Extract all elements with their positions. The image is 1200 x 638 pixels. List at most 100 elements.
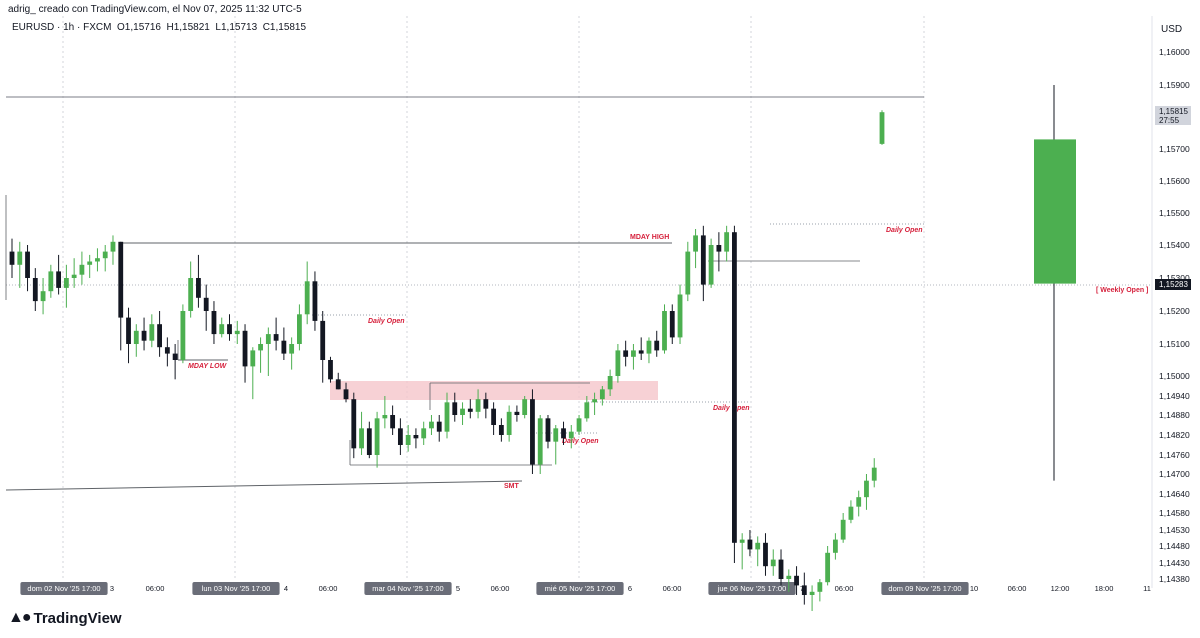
candle-body [242,330,248,367]
y-tick-label: 1,15200 [1159,306,1190,316]
candle [809,585,815,611]
candle [522,396,528,419]
countdown-label: 27:55 [1159,116,1180,125]
tradingview-logo[interactable]: ▲● TradingView [8,609,122,627]
candle [561,421,566,445]
candle-body [778,559,784,579]
x-tick-label: 06:00 [835,584,854,593]
candle [242,324,248,383]
candle-body [17,251,23,265]
candle-body [522,399,528,415]
x-tick-label: 06:00 [146,584,165,593]
smt-label: SMT [504,483,520,490]
candle [475,389,481,419]
currency-label[interactable]: USD [1161,24,1183,35]
candle [234,320,240,344]
candle [483,392,489,419]
mday-low-label: MDAY LOW [188,363,228,370]
candle [211,301,217,344]
y-tick-label: 1,14880 [1159,410,1190,420]
candle [40,278,46,315]
symbol-legend[interactable]: EURUSD · 1h · FXCM O1,15716 H1,15821 L1,… [12,22,306,33]
candle [770,549,776,576]
candle [794,566,799,595]
candle-body [258,344,263,351]
candle-body [141,330,147,341]
candle [623,340,629,367]
candle [646,337,652,364]
y-tick-label: 1,16000 [1159,47,1190,57]
candle [732,225,737,563]
candle [250,347,256,400]
candle-body [157,324,162,348]
x-date-badge [364,582,452,595]
y-tick-label: 1,15100 [1159,339,1190,349]
candle-body [584,402,590,419]
candle-body [452,402,458,415]
candle-body [592,399,597,403]
candle [817,579,823,602]
candle [840,513,846,543]
x-tick-label: 6 [628,584,632,593]
candle-body [289,344,295,354]
candle-body [436,421,442,432]
candle [436,415,442,442]
candle [328,356,333,383]
candle [429,415,434,435]
candle-body [607,376,613,390]
weekly-open-price-badge [1155,279,1191,290]
candle-body [864,480,869,498]
y-tick-label: 1,14760 [1159,450,1190,460]
candle [763,533,768,576]
candle-body [48,271,54,292]
candle-body [475,399,481,412]
candle [390,405,396,435]
x-tick-label: 06:00 [1008,584,1027,593]
candle-body [79,264,85,275]
candle-body [755,542,761,550]
candle [584,396,590,422]
candle-body [848,506,854,520]
candle-body [219,324,225,335]
candle-body [599,389,605,400]
candle [498,418,504,442]
candle-body [297,314,302,344]
candle [444,392,450,439]
candle-body [700,235,706,285]
y-tick-label: 1,14940 [1159,391,1190,401]
symbol-name[interactable]: EURUSD · 1h · FXCM [12,22,112,33]
candle [258,337,263,373]
candle-body [118,241,124,318]
candle [460,402,465,425]
candle [304,261,310,325]
candle-body [615,350,621,376]
candle-body [716,245,722,252]
candle-body [467,408,473,412]
current-price-label: 1,15815 [1159,107,1188,116]
candle-body [203,297,209,311]
candle-body [71,274,77,278]
candle-body [429,421,434,429]
candle-body [196,278,201,298]
candle-body [638,350,644,354]
snapshot-caption: adrig_ creado con TradingView.com, el No… [8,4,302,15]
candle [537,415,543,474]
candle-body [304,281,310,315]
candle-body [234,330,240,335]
candle-body [545,418,551,442]
candle [700,225,706,302]
candle-body [320,320,326,360]
candle-body [421,428,427,439]
candle [568,425,574,449]
candle [265,327,271,376]
current-price-badge [1155,106,1191,125]
x-date-badge [708,582,796,595]
candle-body [677,294,683,338]
candle-body [265,334,271,344]
x-tick-label: 5 [456,584,460,593]
y-tick-label: 1,15600 [1159,176,1190,186]
candle [95,248,100,272]
candle [708,238,714,288]
candle [71,258,77,288]
